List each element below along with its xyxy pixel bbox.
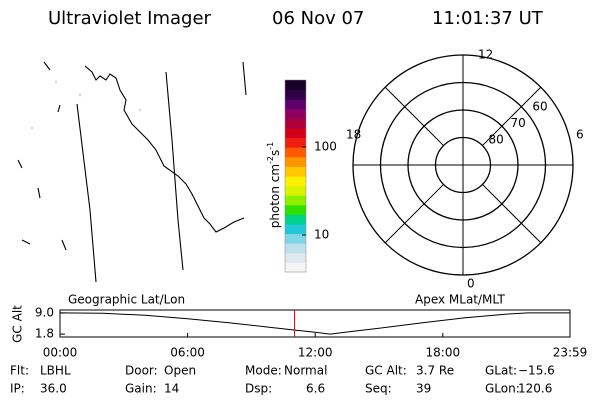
speckle xyxy=(78,93,82,97)
colorbar-frame xyxy=(284,79,307,273)
color-band xyxy=(285,166,306,177)
field-value: Open xyxy=(164,364,196,378)
mlt-label: 12 xyxy=(478,48,493,62)
field-value: 36.0 xyxy=(40,382,67,396)
field-label: Gain: xyxy=(125,382,157,396)
field-value: 14 xyxy=(164,382,179,396)
map-line xyxy=(37,187,41,199)
color-band xyxy=(285,243,306,254)
y-tick-label: 1.8 xyxy=(35,327,54,341)
map-line xyxy=(43,61,51,71)
map-line xyxy=(57,104,61,113)
color-band xyxy=(285,137,306,148)
speckle xyxy=(30,126,34,130)
field-value: 120.6 xyxy=(518,382,552,396)
polar-ring xyxy=(379,81,547,249)
panel-title: Geographic Lat/Lon xyxy=(68,293,185,307)
color-band xyxy=(285,80,306,91)
colorbar-tick-label: 100 xyxy=(314,139,337,153)
y-tick-label: 9.0 xyxy=(35,305,54,319)
field-label: Door: xyxy=(125,364,158,378)
speckle xyxy=(54,80,58,84)
polar-ring-label: 80 xyxy=(489,133,504,147)
map-line xyxy=(242,61,247,96)
color-band xyxy=(285,108,306,119)
map-line xyxy=(17,159,23,169)
map-line xyxy=(76,103,97,283)
field-value: Normal xyxy=(284,364,327,378)
colorbar-label: photon cm-2s-1 xyxy=(266,142,282,229)
field-value: 6.6 xyxy=(306,382,325,396)
color-band xyxy=(285,224,306,235)
field-label: IP: xyxy=(10,382,25,396)
unit-text: s xyxy=(268,150,282,156)
field-label: Mode: xyxy=(245,364,282,378)
color-band xyxy=(285,118,306,129)
mlt-label: 6 xyxy=(576,128,584,142)
field-label: Dsp: xyxy=(245,382,272,396)
field-label: GLon: xyxy=(485,382,520,396)
mlt-label: 0 xyxy=(467,277,475,291)
speckle xyxy=(138,108,142,112)
field-value: LBHL xyxy=(40,364,71,378)
polar-spoke xyxy=(482,86,542,146)
color-band xyxy=(285,89,306,100)
field-value: 3.7 Re xyxy=(416,364,454,378)
color-band xyxy=(285,204,306,215)
field-value: 39 xyxy=(416,382,431,396)
time: 11:01:37 UT xyxy=(432,8,544,29)
unit-text: photon cm xyxy=(268,164,282,228)
altitude-line xyxy=(59,312,570,335)
field-label: Seq: xyxy=(365,382,392,396)
field-value: −15.6 xyxy=(518,364,555,378)
field-label: Flt: xyxy=(10,364,29,378)
polar-ring-label: 60 xyxy=(532,99,547,113)
map-line xyxy=(165,71,184,271)
unit-exp: -1 xyxy=(266,142,275,150)
x-tick-label: 00:00 xyxy=(43,346,78,360)
x-tick-label: 12:00 xyxy=(298,346,333,360)
footer: Flt: LBHL Door: Open Mode: Normal GC Alt: 3.7 R… xyxy=(10,364,555,396)
polar-spoke xyxy=(482,184,542,244)
x-tick-label: 23:59 xyxy=(553,346,588,360)
color-band xyxy=(285,214,306,225)
y-axis-label: GC Alt xyxy=(11,305,25,343)
color-band xyxy=(285,262,306,273)
polar-ring xyxy=(407,109,519,221)
colorbar-tick-label: 10 xyxy=(314,227,329,241)
map-line xyxy=(21,239,31,245)
x-tick-label: 06:00 xyxy=(170,346,205,360)
color-band xyxy=(285,147,306,158)
polar-spoke xyxy=(384,86,444,146)
date: 06 Nov 07 xyxy=(272,8,364,29)
color-band xyxy=(285,233,306,244)
orbit-panel: Geographic Lat/Lon Apex MLat/MLT GC Alt … xyxy=(11,293,588,360)
field-label: GC Alt: xyxy=(365,364,407,378)
color-band xyxy=(285,156,306,167)
panel-title: Apex MLat/MLT xyxy=(415,293,505,307)
mlt-label: 18 xyxy=(346,128,361,142)
color-band xyxy=(285,99,306,110)
unit-exp: -2 xyxy=(266,156,275,164)
title: Ultraviolet Imager xyxy=(48,8,212,29)
polar-ring-label: 70 xyxy=(510,116,525,130)
color-band xyxy=(285,195,306,206)
color-band xyxy=(285,176,306,187)
polar-ring xyxy=(434,136,492,194)
coastline xyxy=(84,65,245,233)
polar-spoke xyxy=(384,184,444,244)
polar-plot: 12 18 6 0 60 70 80 xyxy=(346,48,584,291)
x-tick-label: 18:00 xyxy=(426,346,461,360)
color-band xyxy=(285,252,306,263)
color-band xyxy=(285,185,306,196)
colorbar: 10 100 xyxy=(284,79,337,273)
map xyxy=(17,61,247,283)
map-line xyxy=(61,239,67,251)
color-band xyxy=(285,128,306,139)
field-label: GLat: xyxy=(485,364,517,378)
